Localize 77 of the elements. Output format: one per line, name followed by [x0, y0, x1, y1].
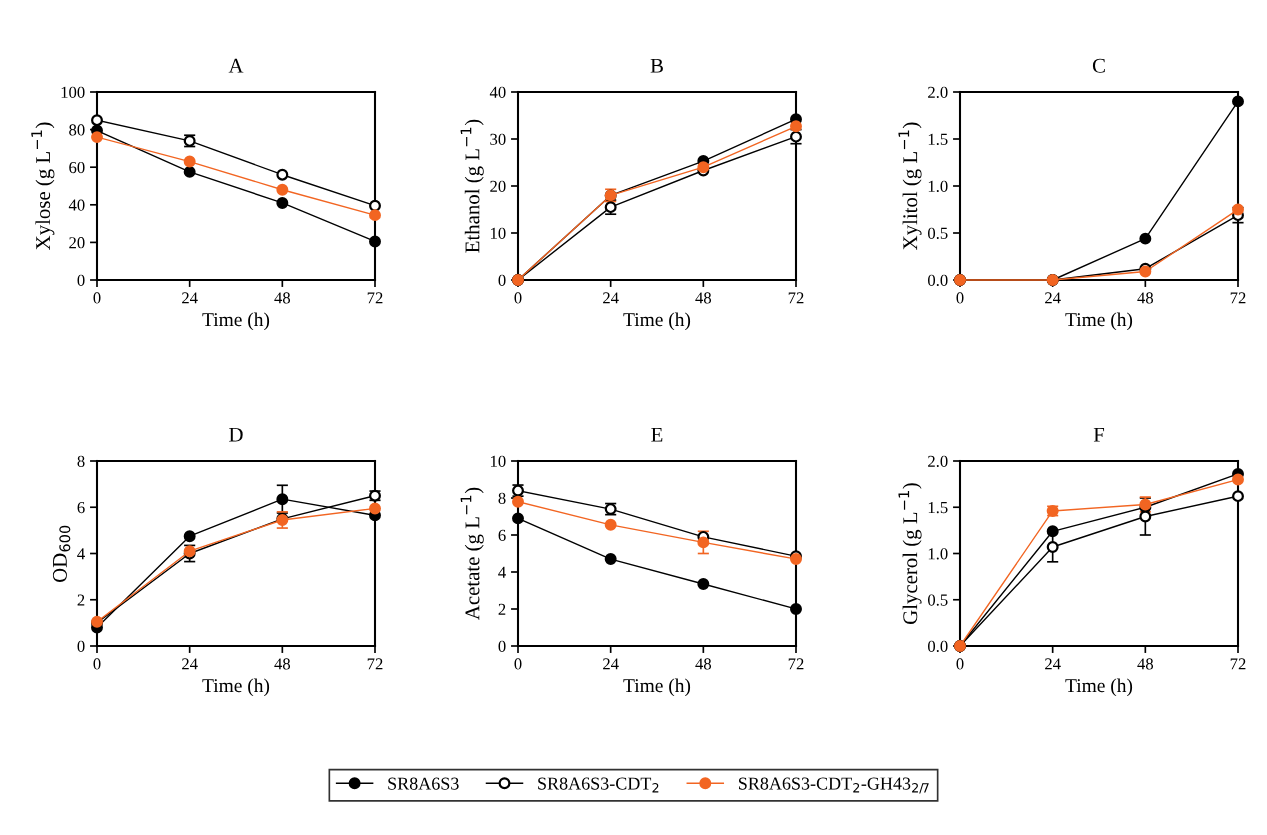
x-tick-label: 72 [367, 658, 383, 670]
x-tick-label: 72 [788, 658, 804, 670]
y-axis-title: Glycerol (g L$^{−1}$) [898, 483, 922, 624]
y-tick-label: 1.5 [928, 502, 948, 514]
y-tick-label: 2 [77, 594, 85, 606]
y-tick-label: 0 [77, 640, 85, 652]
x-axis-title: Time (h) [1065, 678, 1133, 697]
x-tick-label: 48 [695, 292, 712, 304]
x-axis-title: Time (h) [202, 312, 270, 331]
y-tick-label: 6 [498, 529, 506, 541]
x-tick-label: 72 [1230, 658, 1246, 670]
x-tick-label: 24 [182, 292, 198, 304]
y-tick-label: 6 [77, 502, 85, 514]
y-tick-label: 4 [77, 548, 85, 560]
y-tick-label: 0 [498, 640, 506, 652]
x-tick-label: 0 [514, 292, 522, 304]
y-tick-label: 100 [61, 86, 85, 98]
y-axis-title: Xylitol (g L$^{−1}$) [898, 122, 922, 250]
x-tick-label: 48 [1137, 292, 1154, 304]
x-tick-label: 48 [274, 658, 291, 670]
chart-title: F [1093, 427, 1105, 442]
y-axis-title: Xylose (g L$^{−1}$) [31, 122, 55, 250]
y-tick-label: 0 [77, 274, 85, 286]
y-tick-label: 2.0 [928, 86, 948, 99]
x-tick-label: 48 [1137, 658, 1154, 670]
x-tick-label: 24 [603, 658, 619, 670]
x-tick-label: 48 [274, 292, 291, 304]
y-tick-label: 2.0 [928, 455, 948, 468]
x-tick-label: 72 [367, 292, 383, 304]
chart-title: D [229, 427, 243, 442]
x-tick-label: 24 [1045, 658, 1061, 670]
legend-label: SR8A6S3-CDT$_{2}$-GH43$_{2/7}$ [738, 777, 929, 794]
y-tick-label: 30 [490, 133, 506, 145]
x-tick-label: 72 [788, 292, 804, 304]
y-tick-label: 40 [489, 86, 506, 98]
legend-label: SR8A6S3 [388, 777, 459, 790]
y-axis-title: Ethanol (g L$^{−1}$) [460, 119, 484, 253]
x-tick-label: 0 [514, 658, 522, 670]
y-tick-label: 80 [69, 124, 85, 136]
y-tick-label: 40 [68, 199, 85, 211]
y-axis-title: Acetate (g L$^{−1}$) [460, 487, 484, 620]
chart-title: C [1092, 58, 1105, 73]
y-axis-title: OD$_{600}$ [52, 525, 71, 583]
chart-title: A [228, 58, 244, 73]
y-tick-label: 60 [69, 161, 85, 174]
y-tick-label: 1.0 [928, 548, 948, 560]
y-tick-label: 1.0 [928, 180, 948, 193]
y-tick-label: 0.0 [928, 640, 948, 653]
chart-title: B [650, 58, 663, 73]
x-tick-label: 0 [956, 658, 964, 670]
y-tick-label: 2 [498, 603, 506, 615]
x-axis-title: Time (h) [1065, 312, 1133, 331]
y-tick-label: 10 [490, 455, 506, 467]
x-tick-label: 48 [695, 658, 712, 670]
y-tick-label: 8 [77, 455, 85, 467]
y-tick-label: 0 [498, 274, 506, 286]
y-tick-label: 4 [498, 566, 506, 578]
y-tick-label: 20 [490, 180, 506, 192]
x-axis-title: Time (h) [623, 312, 691, 331]
x-tick-label: 0 [956, 292, 964, 304]
x-axis-title: Time (h) [202, 678, 270, 697]
x-tick-label: 0 [93, 658, 101, 670]
y-tick-label: 8 [498, 492, 506, 504]
y-tick-label: 20 [69, 237, 85, 249]
y-tick-label: 1.5 [928, 133, 948, 146]
chart-title: E [651, 427, 663, 442]
y-tick-label: 0.5 [928, 227, 948, 240]
x-tick-label: 24 [1045, 292, 1061, 304]
x-tick-label: 24 [182, 658, 198, 670]
x-tick-label: 0 [93, 292, 101, 304]
y-tick-label: 0.5 [928, 594, 948, 606]
x-tick-label: 72 [1230, 292, 1246, 304]
y-tick-label: 10 [490, 227, 506, 239]
y-tick-label: 0.0 [928, 274, 948, 287]
x-tick-label: 24 [603, 292, 619, 304]
legend-label: SR8A6S3-CDT$_{2}$ [538, 777, 659, 793]
x-axis-title: Time (h) [623, 678, 691, 697]
